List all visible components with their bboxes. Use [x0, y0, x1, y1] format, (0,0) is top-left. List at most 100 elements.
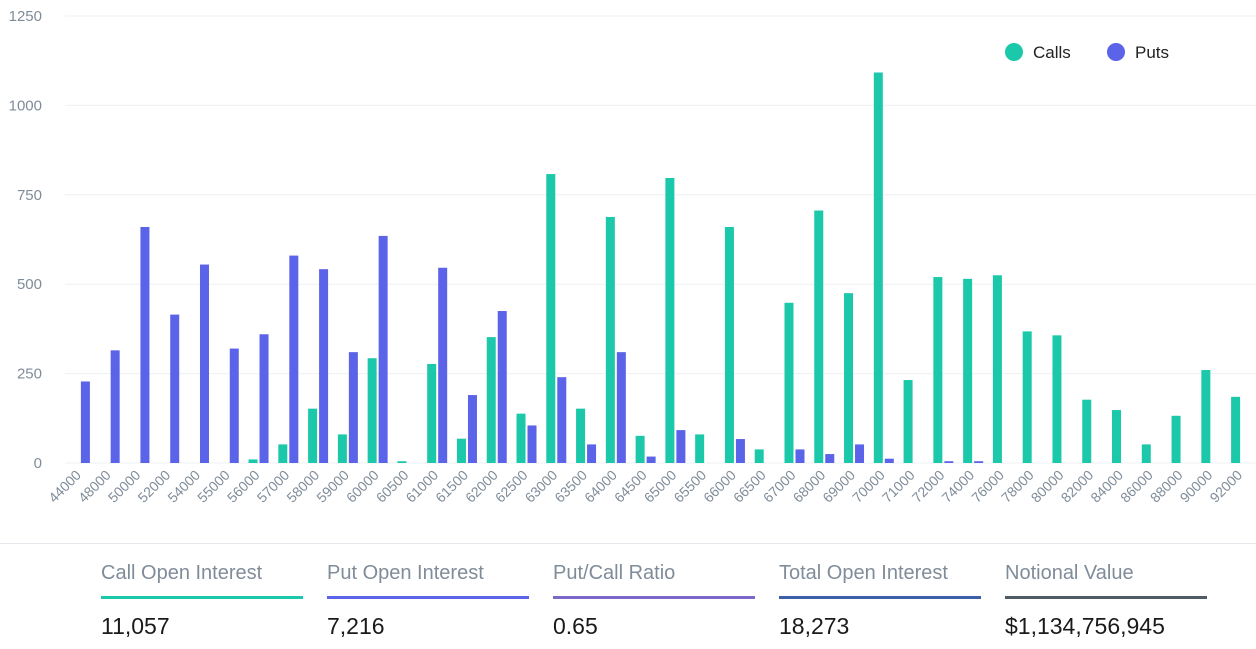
call-bar-80000 — [1052, 335, 1062, 463]
y-tick-label: 750 — [17, 187, 42, 204]
call-bar-84000 — [1112, 410, 1122, 463]
stat-underline — [553, 596, 755, 599]
call-bar-62500 — [516, 413, 526, 463]
legend: Calls Puts — [1005, 43, 1169, 62]
x-tick-label: 44000 — [45, 467, 84, 506]
x-tick-label: 88000 — [1147, 467, 1186, 506]
stat-total-open-interest: Total Open Interest 18,273 — [779, 559, 981, 640]
put-bar-62500 — [527, 425, 537, 463]
x-tick-label: 66500 — [730, 467, 769, 506]
x-tick-label: 86000 — [1117, 467, 1156, 506]
call-bar-90000 — [1201, 370, 1211, 463]
x-tick-label: 64000 — [581, 467, 620, 506]
y-tick-label: 500 — [17, 276, 42, 293]
stat-value: 18,273 — [779, 613, 850, 639]
put-bar-63000 — [557, 377, 567, 463]
call-bar-88000 — [1171, 415, 1181, 463]
x-tick-label: 65500 — [670, 467, 709, 506]
put-bar-55000 — [229, 348, 239, 463]
x-tick-label: 62500 — [492, 467, 531, 506]
call-bar-60500 — [397, 461, 407, 463]
call-bar-82000 — [1082, 399, 1092, 463]
call-bar-66000 — [724, 226, 734, 463]
stat-label: Total Open Interest — [779, 562, 948, 584]
stat-value: 11,057 — [101, 613, 170, 639]
x-tick-label: 50000 — [105, 467, 144, 506]
x-tick-label: 54000 — [164, 467, 203, 506]
call-bar-63000 — [546, 174, 556, 463]
stat-underline — [101, 596, 303, 599]
stat-underline — [327, 596, 529, 599]
put-bar-48000 — [110, 350, 120, 463]
stat-put-open-interest: Put Open Interest 7,216 — [327, 559, 529, 640]
put-bar-56000 — [259, 334, 269, 463]
x-tick-label: 63000 — [522, 467, 561, 506]
put-bar-67000 — [795, 449, 805, 463]
stat-label: Put/Call Ratio — [553, 562, 676, 584]
x-tick-label: 78000 — [998, 467, 1037, 506]
call-bar-78000 — [1022, 331, 1032, 463]
y-tick-label: 1250 — [9, 8, 42, 25]
put-bar-44000 — [80, 381, 90, 463]
stat-underline — [779, 596, 981, 599]
put-bar-62000 — [497, 311, 507, 463]
put-bar-69000 — [855, 444, 865, 463]
bars — [80, 72, 1241, 464]
call-bar-66500 — [754, 449, 764, 463]
x-tick-label: 62000 — [462, 467, 501, 506]
y-axis: 0 250 500 750 1000 1250 — [9, 8, 42, 472]
call-bar-63500 — [576, 408, 586, 463]
put-bar-66000 — [735, 439, 745, 463]
x-tick-label: 67000 — [760, 467, 799, 506]
stat-label: Put Open Interest — [327, 562, 484, 584]
stat-put-call-ratio: Put/Call Ratio 0.65 — [553, 559, 755, 640]
call-bar-61500 — [456, 438, 466, 463]
call-bar-57000 — [278, 444, 288, 463]
call-bar-65000 — [665, 177, 675, 463]
stat-value: $1,134,756,945 — [1005, 613, 1165, 639]
grid — [65, 15, 1256, 464]
x-tick-label: 56000 — [224, 467, 263, 506]
call-bar-64500 — [635, 435, 645, 463]
stat-underline — [1005, 596, 1207, 599]
stat-label: Notional Value — [1005, 562, 1134, 584]
call-bar-56000 — [248, 459, 258, 463]
call-bar-58000 — [308, 408, 318, 463]
put-bar-64500 — [646, 456, 656, 463]
call-bar-76000 — [992, 275, 1002, 463]
y-tick-label: 0 — [34, 455, 42, 472]
put-bar-63500 — [587, 444, 597, 463]
call-bar-64000 — [605, 216, 615, 463]
x-tick-label: 72000 — [909, 467, 948, 506]
put-bar-74000 — [974, 461, 984, 463]
call-bar-74000 — [963, 278, 973, 463]
y-tick-label: 250 — [17, 366, 42, 383]
put-bar-61000 — [438, 267, 448, 463]
x-tick-label: 74000 — [938, 467, 977, 506]
x-tick-label: 76000 — [968, 467, 1007, 506]
put-bar-65000 — [676, 430, 686, 463]
call-bar-61000 — [427, 363, 437, 463]
x-tick-label: 82000 — [1058, 467, 1097, 506]
call-bar-92000 — [1231, 396, 1241, 463]
put-bar-57000 — [289, 255, 299, 463]
call-bar-72000 — [933, 277, 943, 463]
legend-marker-calls — [1005, 43, 1023, 61]
x-tick-label: 55000 — [194, 467, 233, 506]
call-bar-62000 — [486, 337, 496, 463]
x-tick-label: 64500 — [611, 467, 650, 506]
x-tick-label: 48000 — [75, 467, 114, 506]
x-tick-label: 60500 — [373, 467, 412, 506]
x-tick-label: 57000 — [254, 467, 293, 506]
stat-notional-value: Notional Value $1,134,756,945 — [1005, 559, 1207, 640]
legend-label-puts: Puts — [1135, 43, 1169, 62]
legend-label-calls: Calls — [1033, 43, 1071, 62]
x-tick-label: 60000 — [343, 467, 382, 506]
put-bar-59000 — [348, 352, 358, 463]
x-tick-label: 63500 — [551, 467, 590, 506]
x-tick-label: 90000 — [1177, 467, 1216, 506]
x-tick-label: 71000 — [879, 467, 918, 506]
x-tick-label: 92000 — [1206, 467, 1245, 506]
legend-marker-puts — [1107, 43, 1125, 61]
